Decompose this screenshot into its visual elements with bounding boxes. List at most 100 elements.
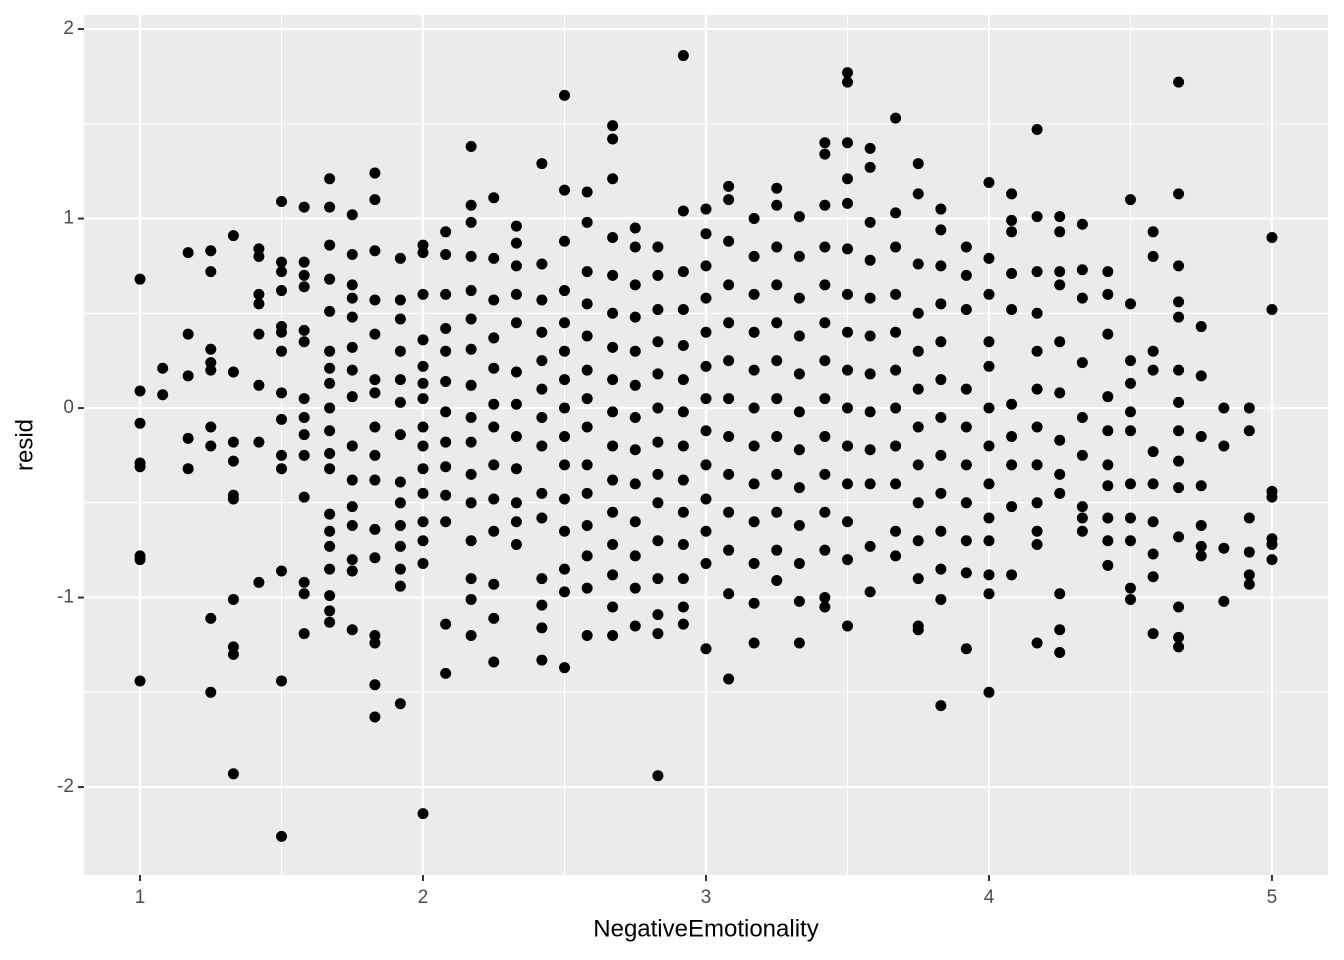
point — [935, 224, 947, 236]
point — [819, 317, 831, 329]
point — [652, 468, 664, 480]
point — [771, 317, 783, 329]
point — [1195, 550, 1207, 562]
point — [771, 468, 783, 480]
point — [1006, 226, 1018, 238]
point — [723, 588, 735, 600]
point — [607, 231, 619, 243]
point — [652, 609, 664, 621]
point — [559, 525, 571, 537]
point — [465, 573, 477, 585]
point — [677, 506, 689, 518]
point — [960, 643, 972, 655]
point — [324, 377, 336, 389]
point — [935, 374, 947, 386]
point — [983, 478, 995, 490]
point — [488, 332, 500, 344]
point — [1147, 364, 1159, 376]
point — [935, 412, 947, 424]
point — [1147, 516, 1159, 528]
point — [559, 459, 571, 471]
point — [1076, 218, 1088, 230]
point — [935, 336, 947, 348]
point — [983, 535, 995, 547]
point — [465, 199, 477, 211]
point — [346, 624, 358, 636]
point — [748, 213, 760, 225]
point — [276, 266, 288, 278]
point — [1218, 440, 1230, 452]
point — [841, 440, 853, 452]
point — [369, 328, 381, 340]
point — [1076, 525, 1088, 537]
point — [935, 700, 947, 712]
point — [890, 326, 902, 338]
point — [793, 211, 805, 223]
point — [1031, 421, 1043, 433]
point — [324, 402, 336, 414]
point — [960, 383, 972, 395]
point — [607, 440, 619, 452]
point — [1076, 449, 1088, 461]
point — [864, 586, 876, 598]
point — [1218, 402, 1230, 414]
point — [581, 459, 593, 471]
point — [652, 269, 664, 281]
point — [819, 355, 831, 367]
point — [1124, 355, 1136, 367]
point — [1124, 377, 1136, 389]
point — [417, 247, 429, 259]
point — [1195, 520, 1207, 532]
point — [1266, 231, 1278, 243]
point — [677, 474, 689, 486]
point — [890, 402, 902, 414]
point — [793, 482, 805, 494]
point — [890, 207, 902, 219]
point — [369, 374, 381, 386]
point — [134, 554, 146, 566]
point — [1124, 478, 1136, 490]
y-tick-label: 1 — [63, 208, 74, 229]
point — [677, 601, 689, 613]
point — [253, 288, 265, 300]
point — [1266, 554, 1278, 566]
point — [748, 288, 760, 300]
point — [324, 425, 336, 437]
point — [276, 565, 288, 577]
point — [369, 421, 381, 433]
point — [276, 326, 288, 338]
point — [394, 497, 406, 509]
x-axis-title: NegativeEmotionality — [593, 915, 818, 942]
point — [394, 520, 406, 532]
point — [417, 421, 429, 433]
point — [841, 243, 853, 255]
point — [369, 449, 381, 461]
point — [1124, 425, 1136, 437]
point — [1266, 538, 1278, 550]
point — [912, 421, 924, 433]
point — [771, 506, 783, 518]
point — [864, 406, 876, 418]
point — [864, 330, 876, 342]
point — [205, 364, 217, 376]
point — [1102, 480, 1114, 492]
point — [771, 355, 783, 367]
point — [890, 525, 902, 537]
point — [652, 241, 664, 253]
point — [417, 239, 429, 251]
point — [488, 578, 500, 590]
point — [465, 379, 477, 391]
point — [960, 421, 972, 433]
point — [890, 440, 902, 452]
point — [346, 209, 358, 221]
point — [369, 629, 381, 641]
point — [1173, 641, 1185, 653]
point — [510, 430, 522, 442]
point — [253, 243, 265, 255]
point — [536, 326, 548, 338]
point — [440, 516, 452, 528]
point — [677, 205, 689, 217]
point — [559, 89, 571, 101]
point — [510, 398, 522, 410]
point — [677, 573, 689, 585]
